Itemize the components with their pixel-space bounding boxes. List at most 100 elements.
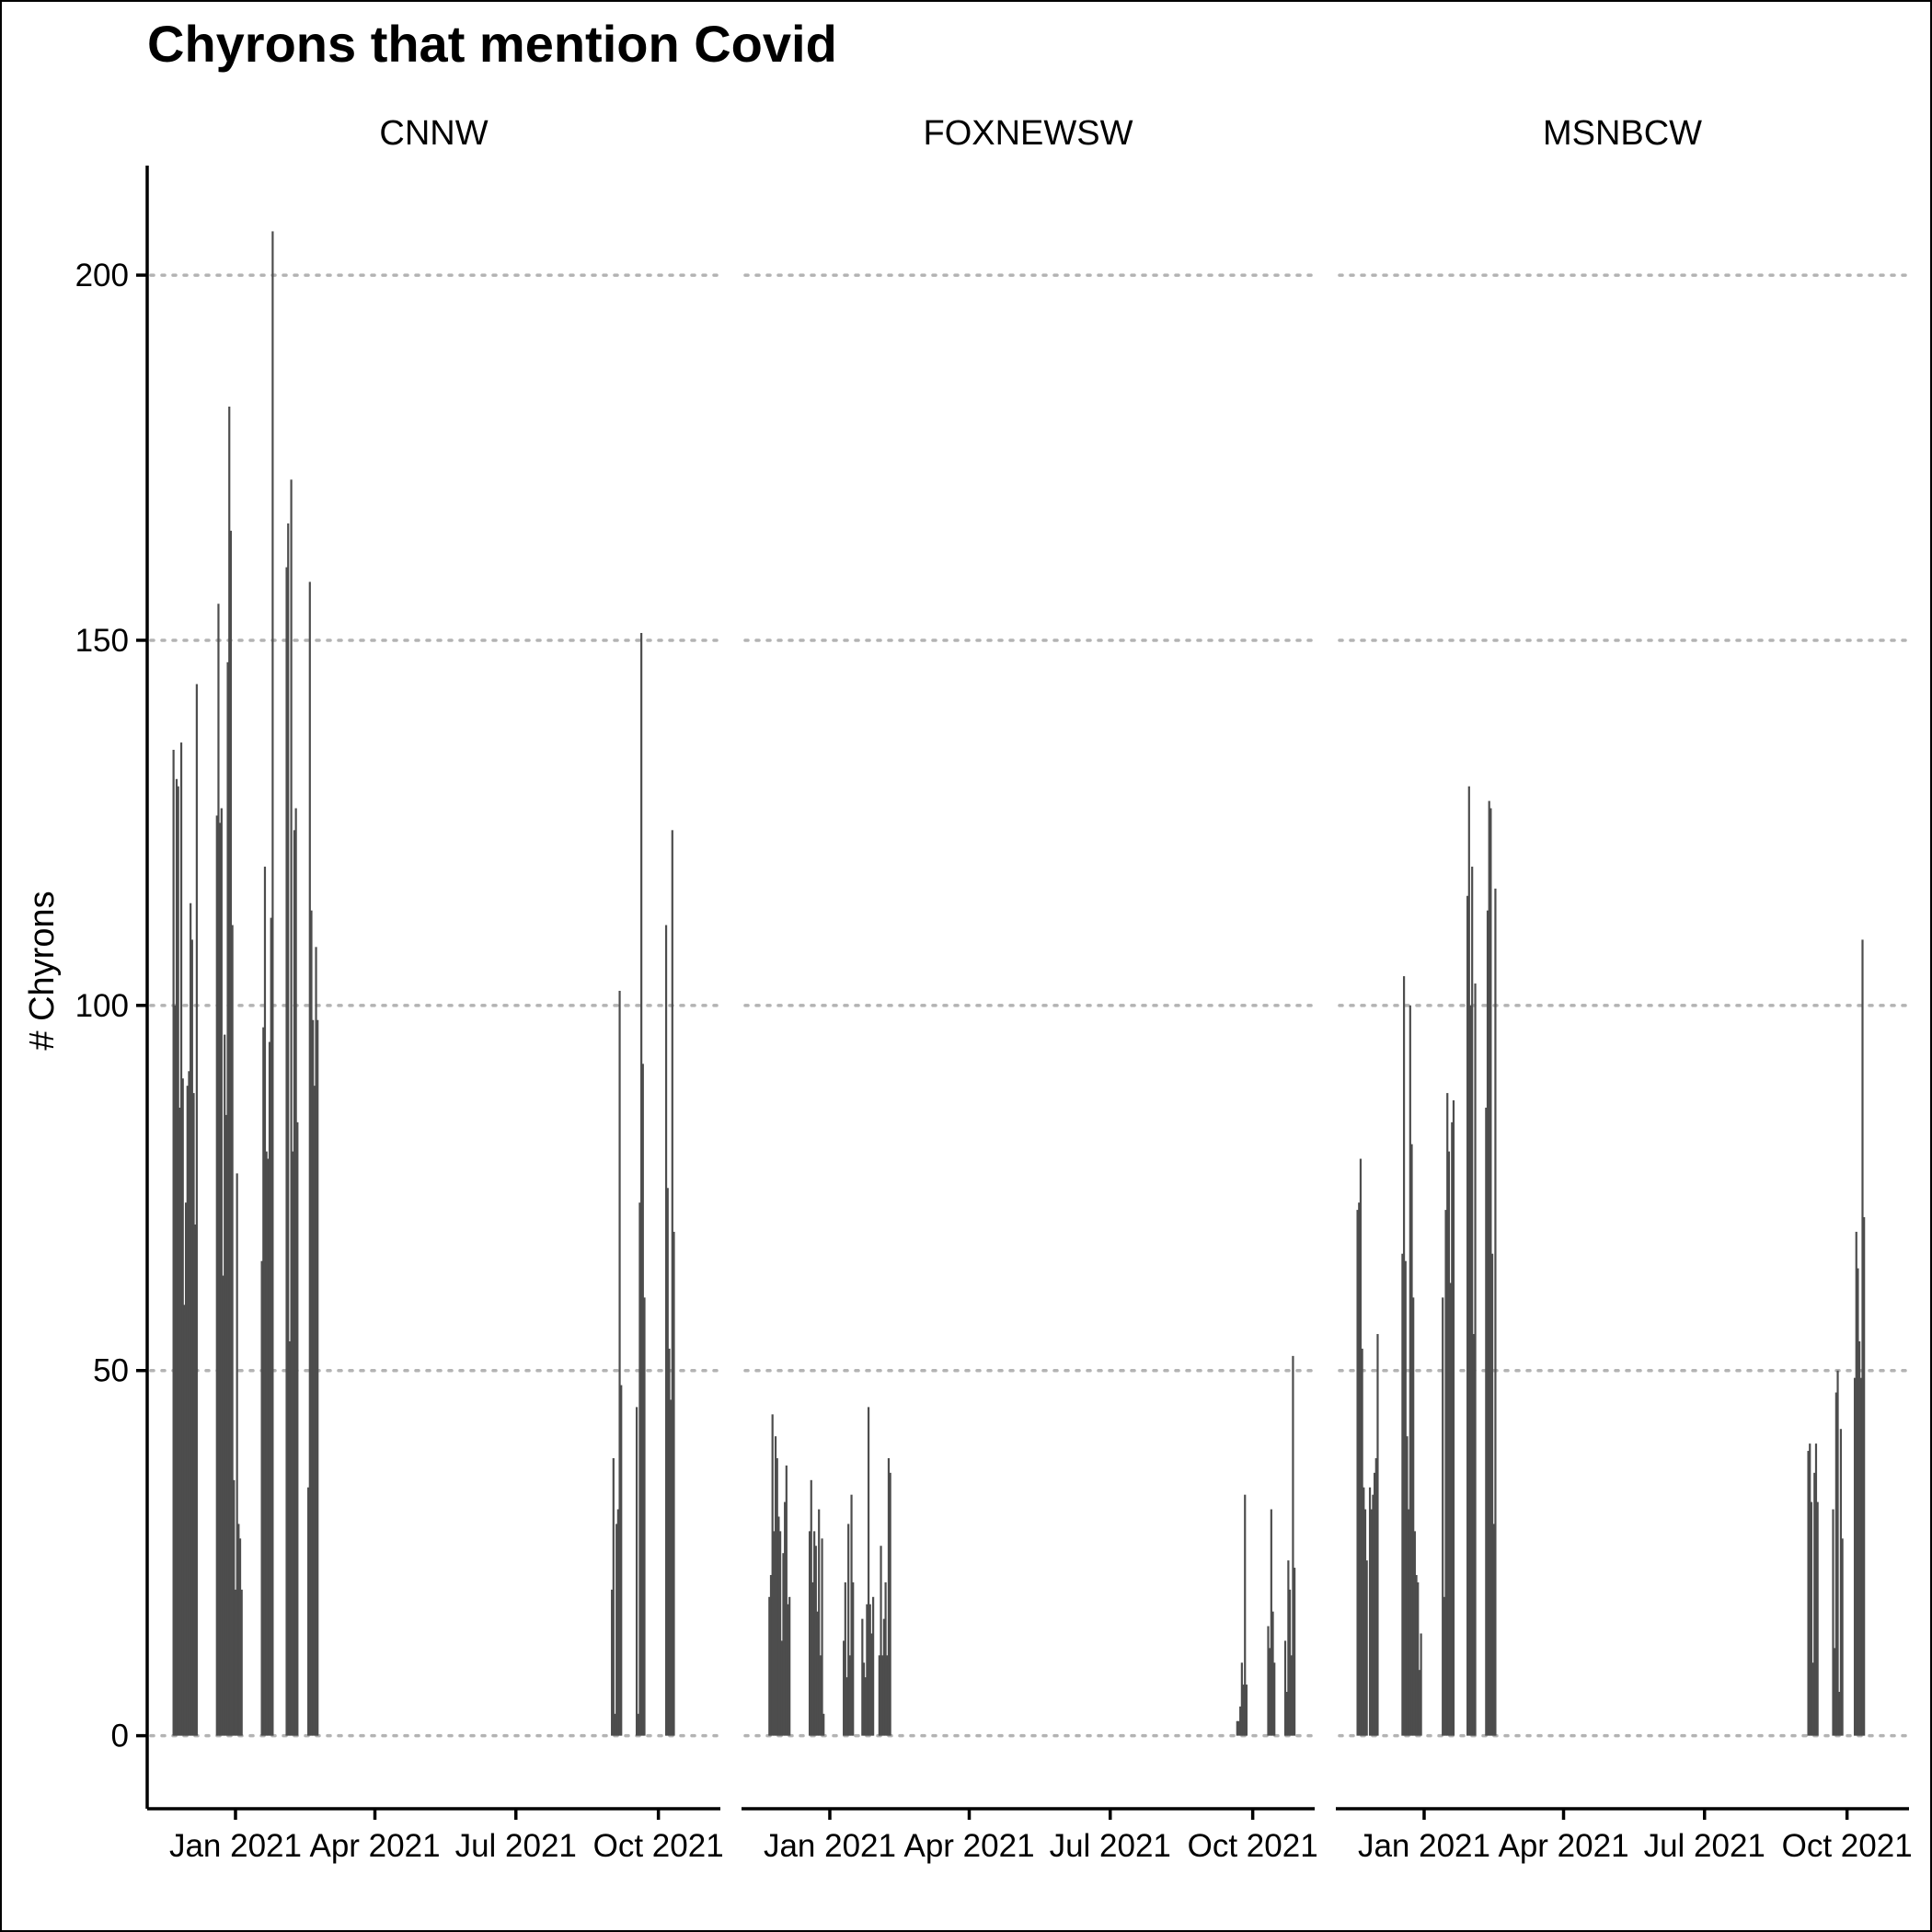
bar	[773, 1531, 776, 1736]
bar	[1420, 1633, 1422, 1736]
bar	[1488, 800, 1490, 1736]
bar	[1489, 808, 1492, 1736]
bar	[294, 808, 297, 1736]
bar	[1363, 1487, 1365, 1736]
bar	[313, 1086, 316, 1736]
bar	[183, 1305, 186, 1736]
bar	[1861, 939, 1864, 1736]
bar	[1361, 1348, 1363, 1736]
bar	[310, 910, 313, 1736]
bar	[1857, 1268, 1859, 1736]
bar	[1374, 1457, 1377, 1736]
bar	[1449, 1282, 1452, 1736]
bar	[233, 1479, 236, 1736]
bar	[637, 1713, 639, 1736]
bar	[1409, 1005, 1411, 1736]
bar	[1417, 1581, 1420, 1736]
bar	[1494, 888, 1497, 1736]
bar	[1273, 1662, 1276, 1736]
x-tick-label: Jan 2021	[169, 1828, 302, 1864]
bar	[1363, 1509, 1367, 1736]
bar	[768, 1596, 771, 1736]
y-tick-label: 0	[111, 1719, 129, 1754]
bar	[219, 822, 222, 1736]
bar	[1447, 1151, 1451, 1736]
bar	[1490, 1253, 1494, 1736]
y-tick-label: 50	[93, 1353, 129, 1389]
bar	[868, 1604, 871, 1736]
bar	[1446, 1093, 1449, 1736]
bar	[315, 947, 317, 1736]
chart-title: Chyrons that mention Covid	[147, 15, 837, 73]
y-axis-label: # Chyrons	[23, 891, 62, 1050]
x-tick-label: Apr 2021	[903, 1828, 1034, 1864]
bar	[776, 1457, 778, 1736]
bar	[1287, 1560, 1290, 1736]
bar	[813, 1531, 816, 1736]
bar	[217, 604, 220, 1736]
bar	[224, 1034, 226, 1736]
bar	[238, 1538, 242, 1736]
bar	[1486, 910, 1489, 1736]
bar	[1807, 1451, 1810, 1736]
bar	[844, 1581, 846, 1736]
bar	[229, 530, 233, 1736]
bar	[1466, 895, 1469, 1736]
bar	[1839, 1429, 1843, 1736]
bar	[615, 1524, 618, 1736]
bar	[668, 1348, 671, 1736]
bar	[618, 990, 621, 1736]
bar	[1236, 1720, 1238, 1736]
x-tick-label: Apr 2021	[1498, 1828, 1628, 1864]
bar	[1401, 1253, 1404, 1736]
bar	[778, 1531, 782, 1736]
bar	[1245, 1685, 1248, 1736]
bar	[1292, 1355, 1294, 1736]
bar	[178, 1107, 181, 1736]
bar	[1373, 1472, 1376, 1736]
bar	[1859, 1377, 1862, 1736]
bar	[1816, 1501, 1819, 1736]
bar	[1271, 1611, 1274, 1736]
bar	[670, 1399, 673, 1736]
bar	[1267, 1626, 1270, 1736]
y-tick-label: 150	[75, 623, 129, 659]
bar	[172, 750, 175, 1736]
bar	[771, 1414, 774, 1736]
bar	[220, 808, 223, 1736]
bar	[611, 1589, 614, 1736]
bar	[780, 1640, 783, 1736]
facet-label-msnbcw: MSNBCW	[1543, 114, 1702, 153]
bar	[1858, 1340, 1861, 1736]
bar	[1370, 1509, 1373, 1736]
bar	[236, 1173, 238, 1736]
bar	[192, 1093, 195, 1736]
bar	[769, 1574, 773, 1736]
bar	[878, 1655, 880, 1736]
bar	[1853, 1377, 1857, 1736]
bar	[1408, 1509, 1410, 1736]
bar	[1841, 1538, 1844, 1736]
bar	[267, 1158, 270, 1736]
bar	[1471, 867, 1474, 1736]
x-tick-label: Apr 2021	[309, 1828, 440, 1864]
x-tick-label: Jan 2021	[764, 1828, 896, 1864]
bar	[784, 1501, 787, 1736]
bar	[1863, 1217, 1866, 1736]
bar	[782, 1553, 785, 1736]
facet-label-cnnw: CNNW	[379, 114, 488, 153]
bar	[785, 1465, 788, 1736]
bar	[886, 1655, 889, 1736]
y-tick-label: 200	[75, 258, 129, 293]
bar	[1442, 1297, 1444, 1736]
bar	[263, 867, 267, 1736]
bar	[1356, 1210, 1359, 1736]
bar	[224, 1114, 227, 1736]
bar	[1855, 1231, 1857, 1736]
bar	[1492, 1524, 1495, 1736]
bar	[1415, 1574, 1418, 1736]
bar	[285, 567, 288, 1736]
bar	[271, 231, 274, 1736]
bar	[308, 581, 311, 1736]
